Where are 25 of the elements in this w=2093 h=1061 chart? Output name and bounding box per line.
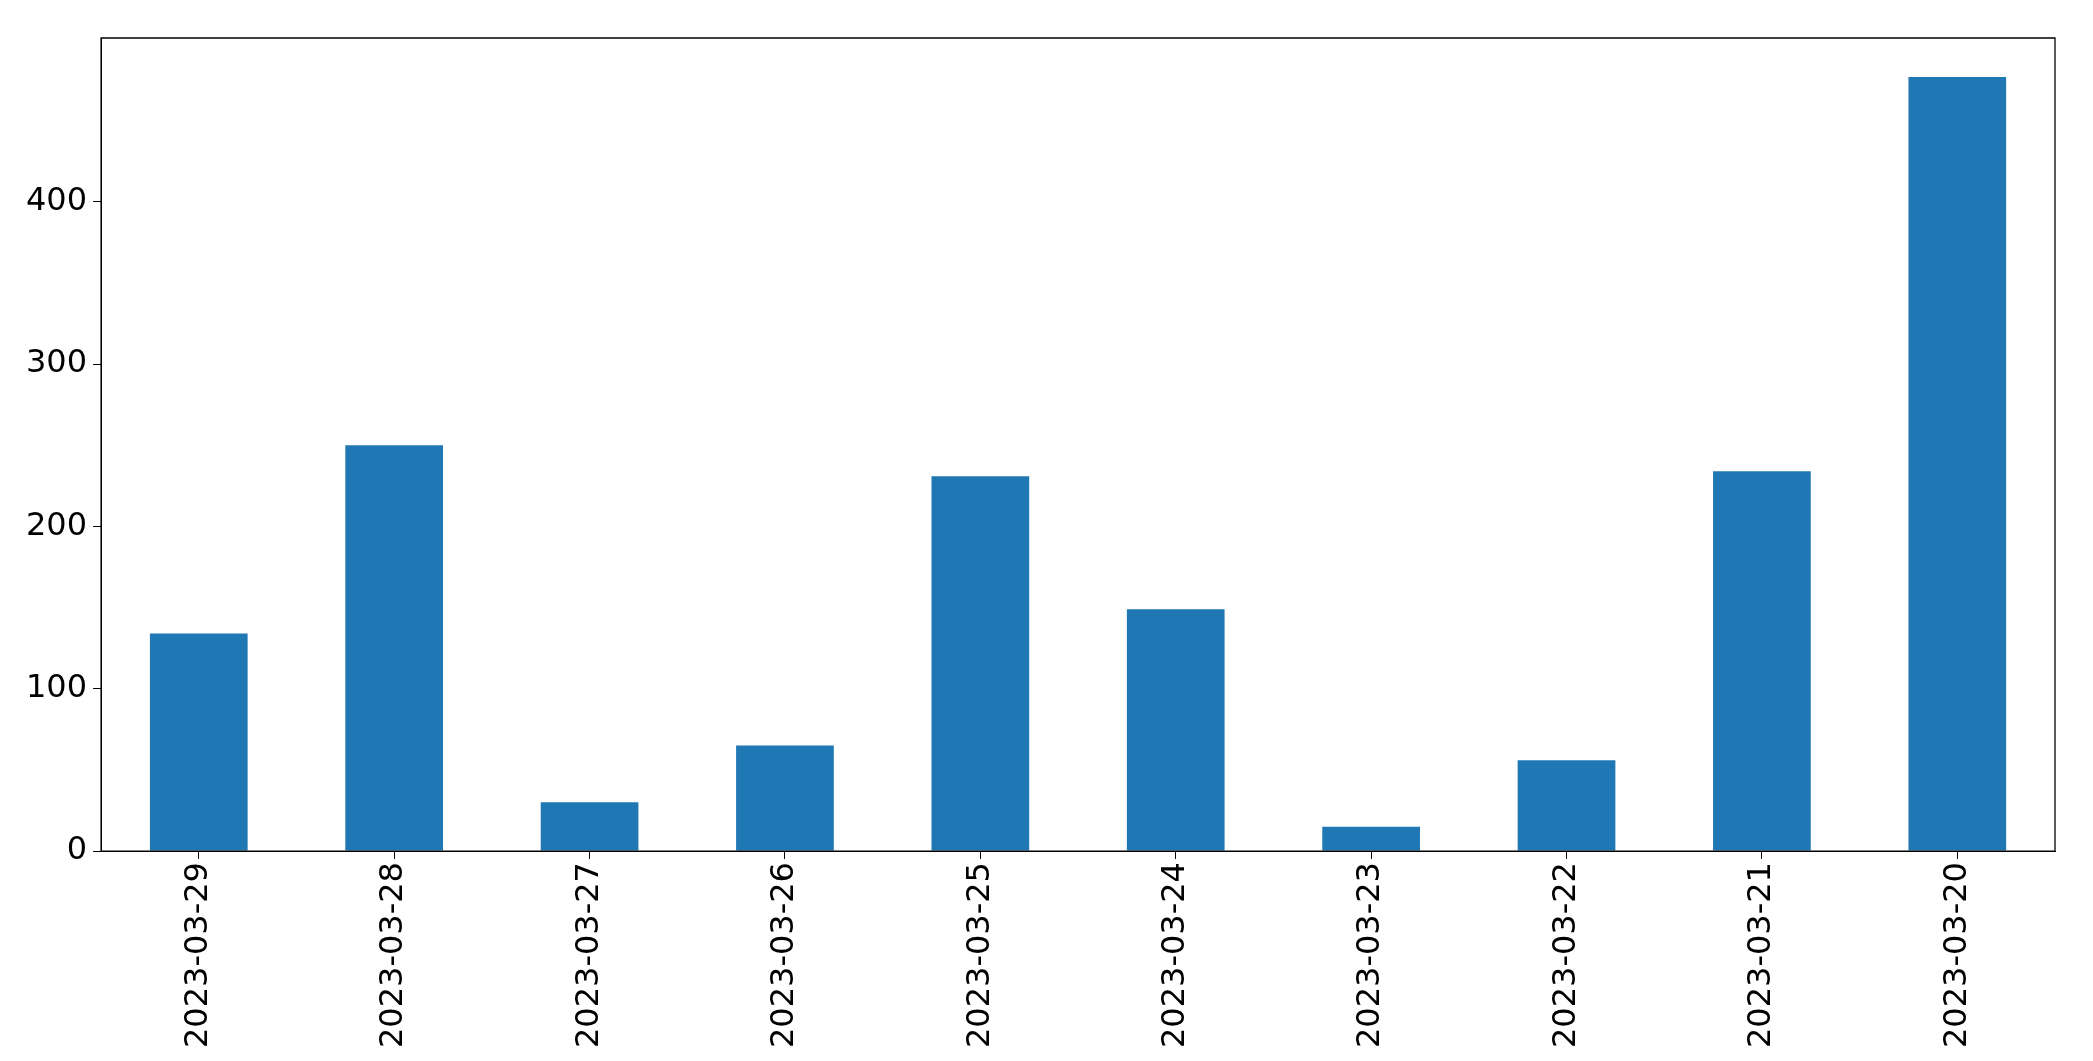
y-tick-label: 100	[26, 667, 88, 706]
x-tick-label: 2023-03-20	[1935, 862, 1974, 1048]
y-tick-label: 0	[66, 829, 88, 868]
x-tick-label: 2023-03-27	[567, 862, 606, 1048]
x-tick-label: 2023-03-24	[1154, 862, 1193, 1048]
x-tick-label: 2023-03-22	[1544, 862, 1583, 1048]
bar	[1517, 760, 1616, 851]
y-tick-label: 200	[26, 504, 88, 543]
x-tick-label: 2023-03-23	[1349, 862, 1388, 1048]
bar	[1322, 826, 1420, 851]
bar	[345, 445, 444, 851]
bar	[1713, 471, 1811, 851]
bar	[931, 476, 1030, 851]
y-tick-label: 300	[26, 342, 88, 381]
bar	[736, 745, 834, 851]
bar	[149, 633, 248, 851]
y-tick-label: 400	[26, 180, 88, 219]
x-tick-label: 2023-03-29	[177, 862, 216, 1048]
bar	[540, 802, 639, 851]
x-tick-label: 2023-03-25	[958, 862, 997, 1048]
x-tick-label: 2023-03-21	[1740, 862, 1779, 1048]
bar	[1126, 609, 1225, 851]
x-tick-label: 2023-03-26	[763, 862, 802, 1048]
x-tick-label: 2023-03-28	[372, 862, 411, 1048]
bar	[1908, 76, 2007, 851]
